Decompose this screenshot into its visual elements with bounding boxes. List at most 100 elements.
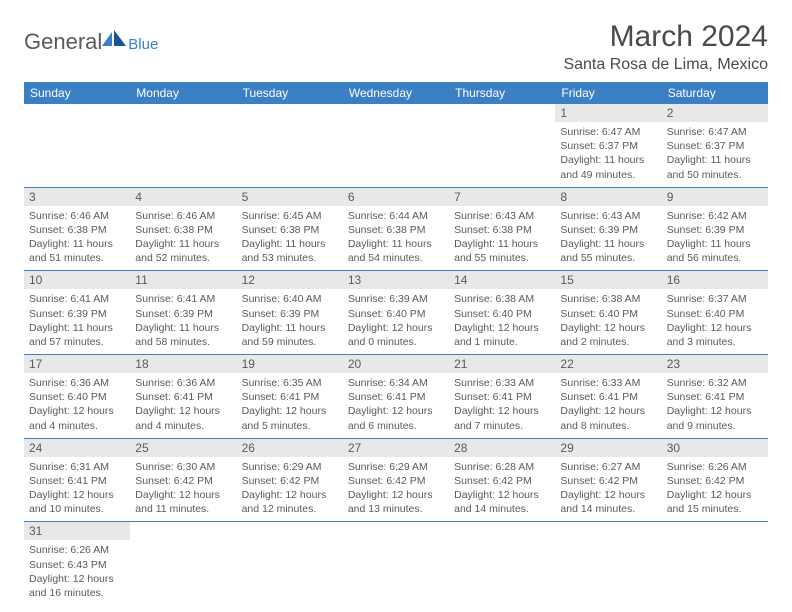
calendar-day-cell <box>237 522 343 605</box>
calendar-week-row: 17Sunrise: 6:36 AMSunset: 6:40 PMDayligh… <box>24 355 768 439</box>
sunset-text: Sunset: 6:41 PM <box>667 390 763 404</box>
sunset-text: Sunset: 6:38 PM <box>135 223 231 237</box>
day-content: Sunrise: 6:46 AMSunset: 6:38 PMDaylight:… <box>130 206 236 271</box>
calendar-day-cell: 16Sunrise: 6:37 AMSunset: 6:40 PMDayligh… <box>662 271 768 355</box>
daylight-text: Daylight: 12 hours and 14 minutes. <box>560 488 656 516</box>
day-content-empty <box>130 122 236 176</box>
day-number: 2 <box>662 104 768 122</box>
day-number: 15 <box>555 271 661 289</box>
day-number-empty <box>449 104 555 122</box>
calendar-week-row: 1Sunrise: 6:47 AMSunset: 6:37 PMDaylight… <box>24 104 768 187</box>
daylight-text: Daylight: 11 hours and 53 minutes. <box>242 237 338 265</box>
day-content: Sunrise: 6:43 AMSunset: 6:38 PMDaylight:… <box>449 206 555 271</box>
calendar-day-cell: 19Sunrise: 6:35 AMSunset: 6:41 PMDayligh… <box>237 355 343 439</box>
calendar-day-cell: 10Sunrise: 6:41 AMSunset: 6:39 PMDayligh… <box>24 271 130 355</box>
daylight-text: Daylight: 11 hours and 51 minutes. <box>29 237 125 265</box>
daylight-text: Daylight: 12 hours and 8 minutes. <box>560 404 656 432</box>
sunrise-text: Sunrise: 6:47 AM <box>667 125 763 139</box>
sunset-text: Sunset: 6:42 PM <box>560 474 656 488</box>
sunrise-text: Sunrise: 6:44 AM <box>348 209 444 223</box>
day-content: Sunrise: 6:33 AMSunset: 6:41 PMDaylight:… <box>555 373 661 438</box>
sunrise-text: Sunrise: 6:30 AM <box>135 460 231 474</box>
day-number: 4 <box>130 188 236 206</box>
sunset-text: Sunset: 6:38 PM <box>242 223 338 237</box>
calendar-day-cell: 8Sunrise: 6:43 AMSunset: 6:39 PMDaylight… <box>555 187 661 271</box>
daylight-text: Daylight: 12 hours and 9 minutes. <box>667 404 763 432</box>
daylight-text: Daylight: 12 hours and 11 minutes. <box>135 488 231 516</box>
calendar-day-cell: 1Sunrise: 6:47 AMSunset: 6:37 PMDaylight… <box>555 104 661 187</box>
day-number-empty <box>237 104 343 122</box>
sunrise-text: Sunrise: 6:41 AM <box>29 292 125 306</box>
daylight-text: Daylight: 11 hours and 55 minutes. <box>454 237 550 265</box>
day-number: 26 <box>237 439 343 457</box>
day-number-empty <box>130 104 236 122</box>
sunrise-text: Sunrise: 6:34 AM <box>348 376 444 390</box>
day-number: 9 <box>662 188 768 206</box>
sunrise-text: Sunrise: 6:26 AM <box>667 460 763 474</box>
daylight-text: Daylight: 12 hours and 14 minutes. <box>454 488 550 516</box>
calendar-day-cell: 15Sunrise: 6:38 AMSunset: 6:40 PMDayligh… <box>555 271 661 355</box>
day-number-empty <box>449 522 555 540</box>
daylight-text: Daylight: 11 hours and 50 minutes. <box>667 153 763 181</box>
daylight-text: Daylight: 11 hours and 52 minutes. <box>135 237 231 265</box>
day-content: Sunrise: 6:36 AMSunset: 6:41 PMDaylight:… <box>130 373 236 438</box>
day-number: 16 <box>662 271 768 289</box>
calendar-day-cell: 25Sunrise: 6:30 AMSunset: 6:42 PMDayligh… <box>130 438 236 522</box>
sunset-text: Sunset: 6:40 PM <box>667 307 763 321</box>
daylight-text: Daylight: 12 hours and 3 minutes. <box>667 321 763 349</box>
sunset-text: Sunset: 6:40 PM <box>454 307 550 321</box>
sunset-text: Sunset: 6:40 PM <box>29 390 125 404</box>
sunset-text: Sunset: 6:40 PM <box>560 307 656 321</box>
calendar-day-cell: 13Sunrise: 6:39 AMSunset: 6:40 PMDayligh… <box>343 271 449 355</box>
day-number: 20 <box>343 355 449 373</box>
sunrise-text: Sunrise: 6:38 AM <box>454 292 550 306</box>
sunset-text: Sunset: 6:42 PM <box>135 474 231 488</box>
sunrise-text: Sunrise: 6:42 AM <box>667 209 763 223</box>
daylight-text: Daylight: 11 hours and 58 minutes. <box>135 321 231 349</box>
sunrise-text: Sunrise: 6:36 AM <box>29 376 125 390</box>
sunset-text: Sunset: 6:41 PM <box>135 390 231 404</box>
calendar-body: 1Sunrise: 6:47 AMSunset: 6:37 PMDaylight… <box>24 104 768 605</box>
day-number-empty <box>343 522 449 540</box>
sunset-text: Sunset: 6:42 PM <box>454 474 550 488</box>
calendar-day-cell <box>130 522 236 605</box>
day-content-empty <box>555 540 661 594</box>
day-content-empty <box>343 122 449 176</box>
calendar-day-cell: 24Sunrise: 6:31 AMSunset: 6:41 PMDayligh… <box>24 438 130 522</box>
calendar-day-cell <box>130 104 236 187</box>
calendar-day-cell <box>24 104 130 187</box>
sunset-text: Sunset: 6:41 PM <box>348 390 444 404</box>
sunset-text: Sunset: 6:40 PM <box>348 307 444 321</box>
location: Santa Rosa de Lima, Mexico <box>563 56 768 74</box>
sunset-text: Sunset: 6:38 PM <box>454 223 550 237</box>
sunset-text: Sunset: 6:43 PM <box>29 558 125 572</box>
day-content-empty <box>343 540 449 594</box>
day-content: Sunrise: 6:39 AMSunset: 6:40 PMDaylight:… <box>343 289 449 354</box>
sunset-text: Sunset: 6:38 PM <box>348 223 444 237</box>
calendar-day-cell: 30Sunrise: 6:26 AMSunset: 6:42 PMDayligh… <box>662 438 768 522</box>
sunrise-text: Sunrise: 6:31 AM <box>29 460 125 474</box>
calendar-day-cell: 4Sunrise: 6:46 AMSunset: 6:38 PMDaylight… <box>130 187 236 271</box>
daylight-text: Daylight: 12 hours and 4 minutes. <box>29 404 125 432</box>
day-content-empty <box>449 122 555 176</box>
calendar-day-cell: 28Sunrise: 6:28 AMSunset: 6:42 PMDayligh… <box>449 438 555 522</box>
day-number: 31 <box>24 522 130 540</box>
calendar-day-cell <box>555 522 661 605</box>
weekday-header: Sunday <box>24 82 130 104</box>
daylight-text: Daylight: 12 hours and 2 minutes. <box>560 321 656 349</box>
calendar-day-cell: 18Sunrise: 6:36 AMSunset: 6:41 PMDayligh… <box>130 355 236 439</box>
calendar-table: SundayMondayTuesdayWednesdayThursdayFrid… <box>24 82 768 605</box>
daylight-text: Daylight: 12 hours and 15 minutes. <box>667 488 763 516</box>
day-content: Sunrise: 6:41 AMSunset: 6:39 PMDaylight:… <box>130 289 236 354</box>
weekday-header-row: SundayMondayTuesdayWednesdayThursdayFrid… <box>24 82 768 104</box>
daylight-text: Daylight: 11 hours and 54 minutes. <box>348 237 444 265</box>
day-number: 8 <box>555 188 661 206</box>
calendar-day-cell: 21Sunrise: 6:33 AMSunset: 6:41 PMDayligh… <box>449 355 555 439</box>
sunrise-text: Sunrise: 6:41 AM <box>135 292 231 306</box>
sunrise-text: Sunrise: 6:39 AM <box>348 292 444 306</box>
calendar-day-cell: 5Sunrise: 6:45 AMSunset: 6:38 PMDaylight… <box>237 187 343 271</box>
day-content: Sunrise: 6:42 AMSunset: 6:39 PMDaylight:… <box>662 206 768 271</box>
calendar-day-cell: 27Sunrise: 6:29 AMSunset: 6:42 PMDayligh… <box>343 438 449 522</box>
daylight-text: Daylight: 11 hours and 49 minutes. <box>560 153 656 181</box>
logo-text-general: General <box>24 31 102 53</box>
